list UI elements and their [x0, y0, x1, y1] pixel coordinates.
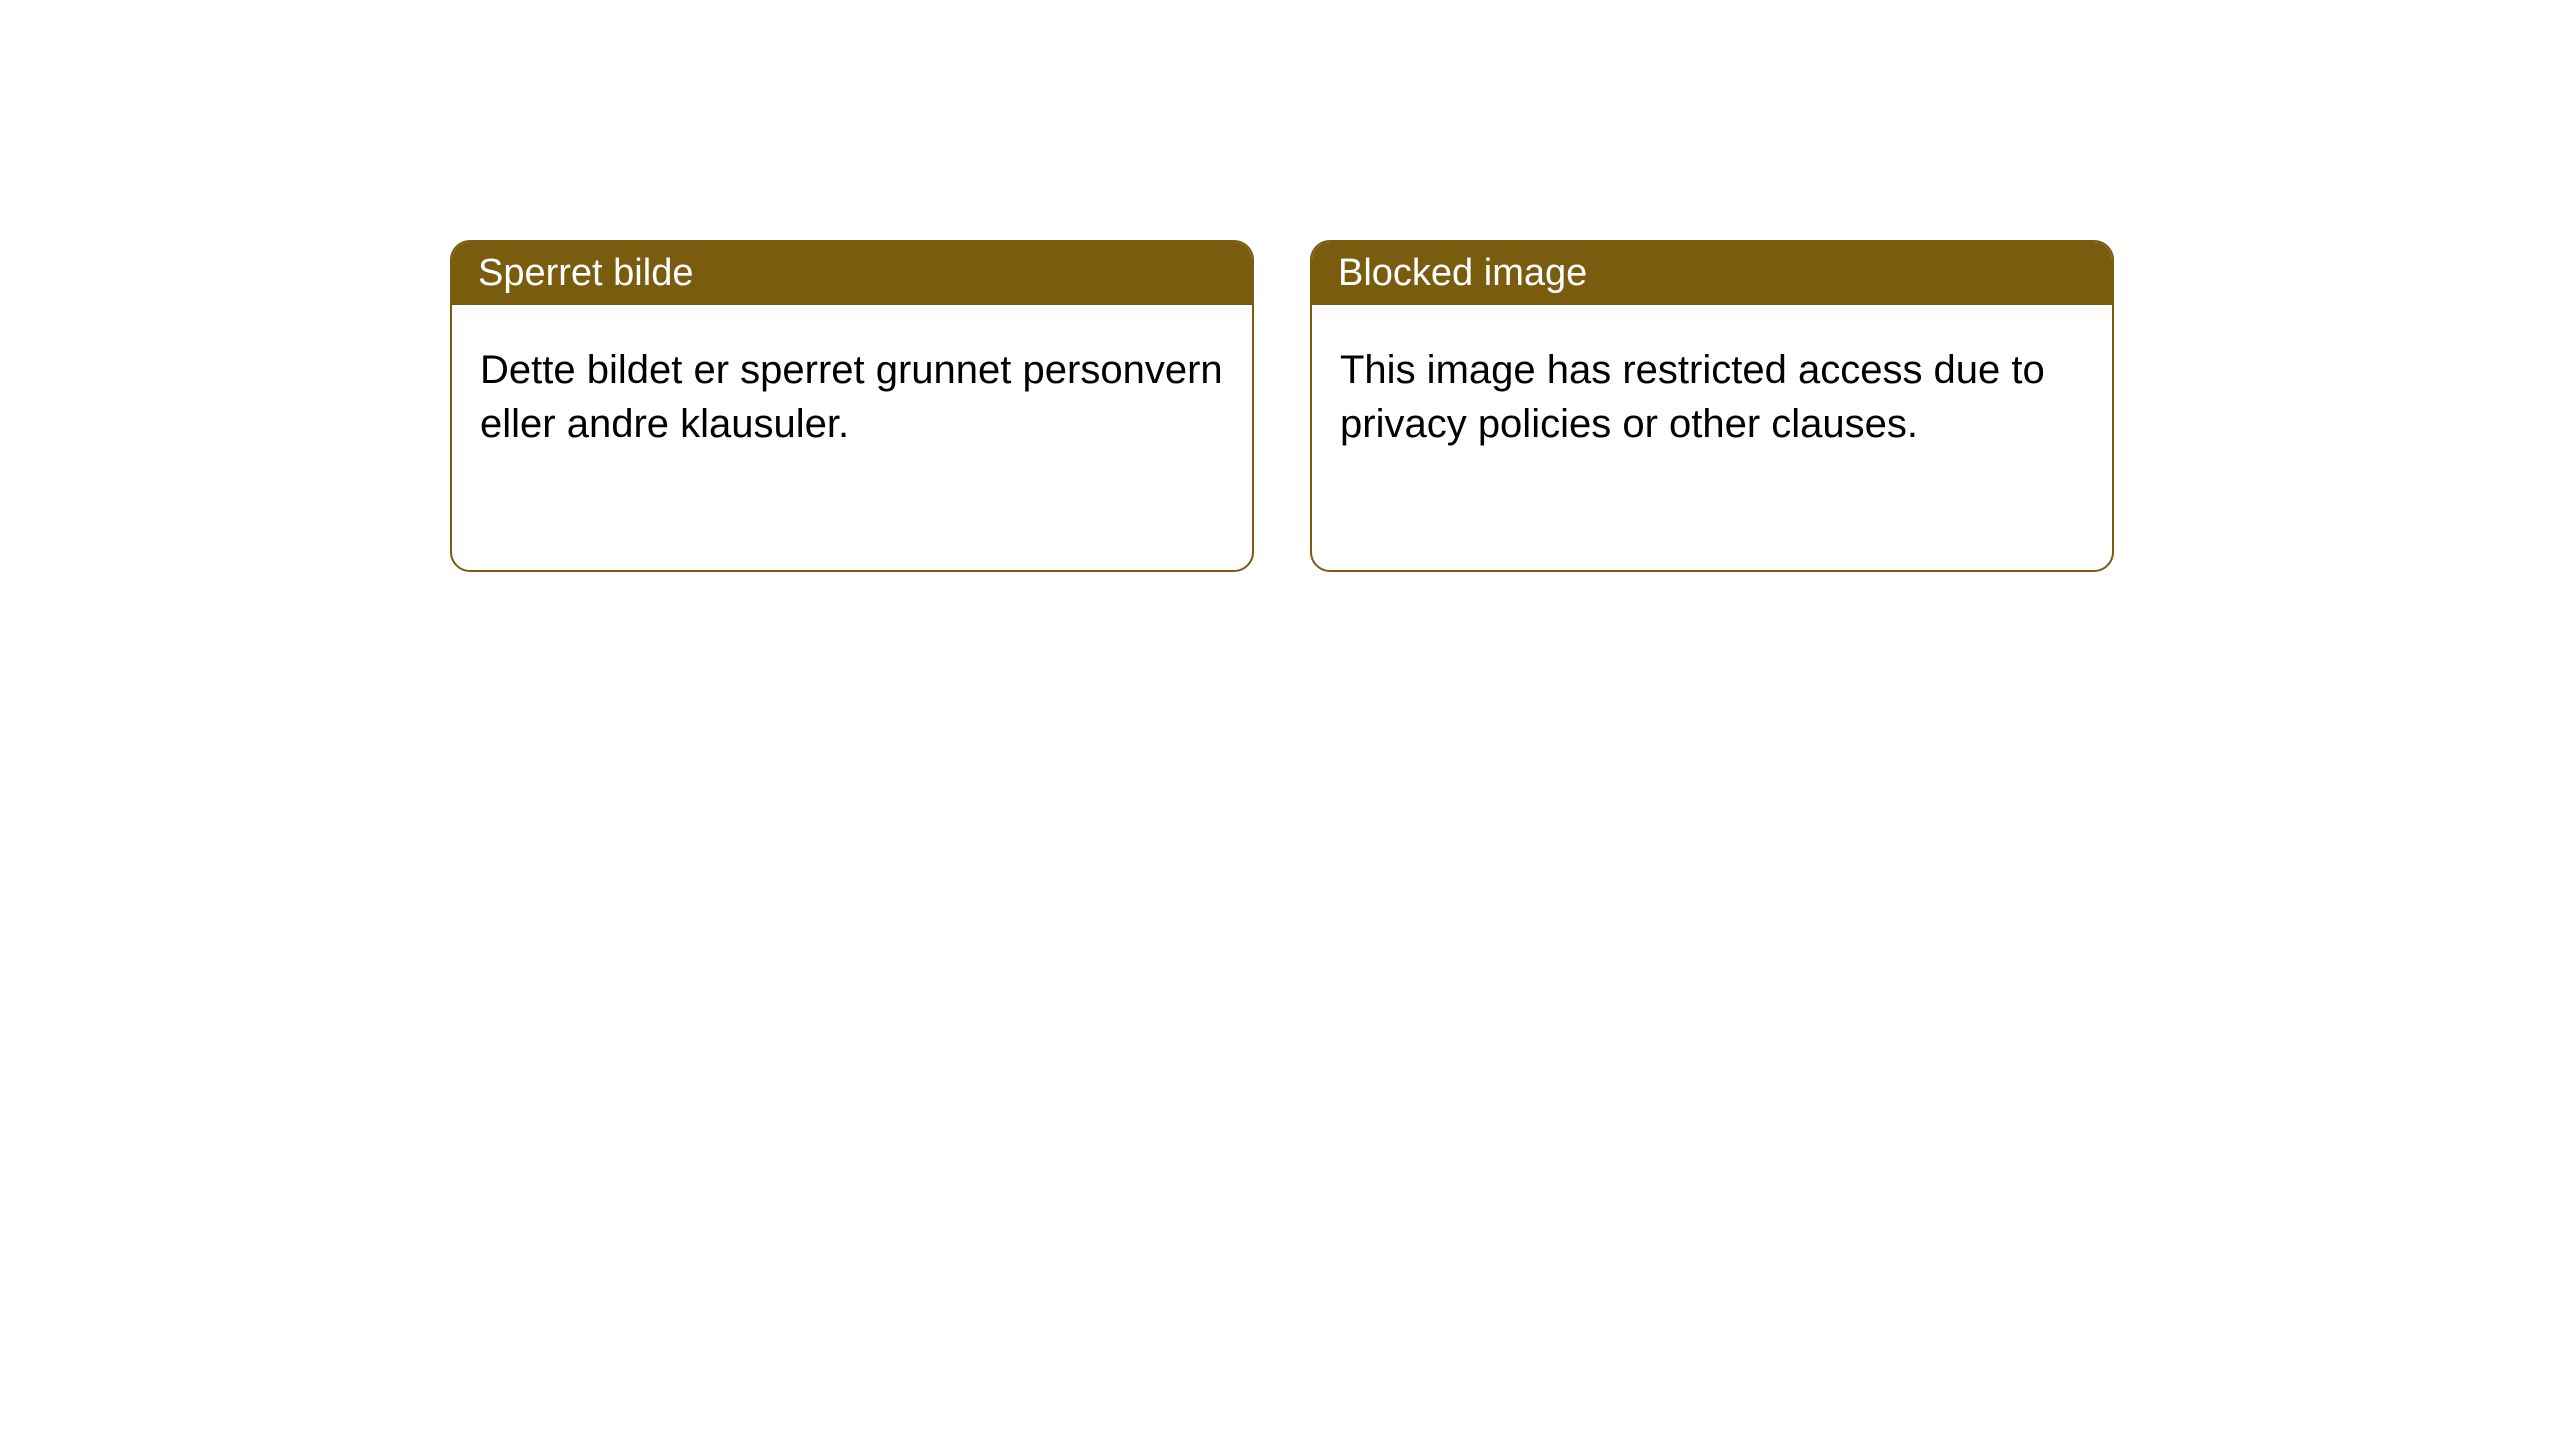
card-header: Blocked image: [1312, 242, 2112, 305]
card-message: Dette bildet er sperret grunnet personve…: [480, 348, 1223, 446]
notice-card-norwegian: Sperret bilde Dette bildet er sperret gr…: [450, 240, 1254, 572]
card-header: Sperret bilde: [452, 242, 1252, 305]
card-title: Blocked image: [1338, 252, 1587, 294]
card-body: Dette bildet er sperret grunnet personve…: [452, 305, 1252, 489]
card-body: This image has restricted access due to …: [1312, 305, 2112, 489]
card-message: This image has restricted access due to …: [1340, 348, 2045, 446]
notice-card-english: Blocked image This image has restricted …: [1310, 240, 2114, 572]
card-title: Sperret bilde: [478, 252, 693, 294]
notice-container: Sperret bilde Dette bildet er sperret gr…: [0, 0, 2560, 572]
